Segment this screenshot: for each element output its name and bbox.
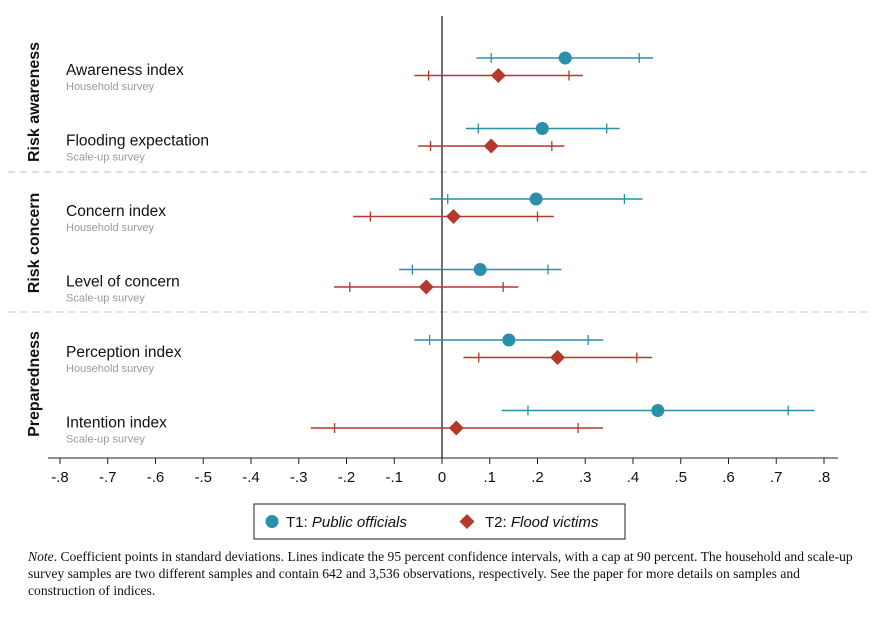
x-tick-label: -.4	[242, 469, 260, 486]
legend-box	[253, 503, 626, 540]
item-label: Awareness index	[66, 62, 184, 79]
point-estimate-diamond	[448, 420, 464, 436]
legend-label-t1: T1: Public officials	[286, 514, 407, 531]
figure-note: Note. Coefficient points in standard dev…	[28, 548, 858, 599]
x-tick-label: .2	[531, 469, 544, 486]
group-label: Preparedness	[26, 331, 43, 437]
x-tick-label: .6	[722, 469, 735, 486]
item-label: Flooding expectation	[66, 133, 209, 150]
item-label: Perception index	[66, 344, 182, 361]
point-estimate-circle	[651, 404, 665, 417]
point-estimate-diamond	[490, 68, 506, 83]
item-sublabel: Household survey	[66, 81, 155, 93]
x-tick-label: 0	[438, 469, 446, 486]
x-tick-label: .3	[579, 469, 592, 486]
point-estimate-diamond	[418, 279, 434, 295]
point-estimate-circle	[502, 333, 516, 347]
x-tick-label: -.7	[99, 469, 117, 486]
x-tick-label: .4	[627, 469, 640, 486]
x-tick-label: -.1	[385, 469, 403, 486]
point-estimate-circle	[558, 51, 572, 65]
item-sublabel: Household survey	[66, 363, 155, 375]
x-tick-label: .5	[674, 469, 687, 486]
point-estimate-circle	[473, 263, 487, 276]
item-label: Concern index	[66, 203, 166, 220]
point-estimate-circle	[529, 192, 543, 206]
legend-marker-diamond	[459, 514, 475, 529]
note-text: . Coefficient points in standard deviati…	[28, 549, 853, 598]
group-label: Risk concern	[26, 193, 43, 293]
item-label: Intention index	[66, 415, 167, 432]
group-label: Risk awareness	[26, 42, 43, 162]
legend-label-t2: T2: Flood victims	[485, 514, 599, 531]
item-sublabel: Household survey	[66, 222, 155, 234]
legend-marker-circle	[265, 515, 279, 528]
point-estimate-diamond	[550, 350, 566, 365]
x-tick-label: -.6	[147, 469, 165, 486]
x-tick-label: -.8	[51, 469, 69, 486]
item-sublabel: Scale-up survey	[66, 293, 145, 305]
x-tick-label: .7	[770, 469, 783, 486]
x-tick-label: .1	[483, 469, 496, 486]
x-tick-label: -.3	[290, 469, 308, 486]
point-estimate-diamond	[445, 209, 461, 224]
point-estimate-circle	[535, 122, 549, 135]
note-label: Note	[28, 549, 54, 564]
coefficient-plot: -.8 -.7 -.6 -.5 -.4 -.3 -.2 -.1 0 .1 .2 .3 .4 .5 .6 .7.…	[8, 16, 868, 540]
item-sublabel: Scale-up survey	[66, 434, 145, 446]
x-tick-label: -.5	[194, 469, 212, 486]
item-label: Level of concern	[66, 274, 180, 291]
item-sublabel: Scale-up survey	[66, 152, 145, 164]
x-tick-label: -.2	[338, 469, 356, 486]
x-tick-label: .8	[818, 469, 831, 486]
point-estimate-diamond	[483, 138, 499, 154]
